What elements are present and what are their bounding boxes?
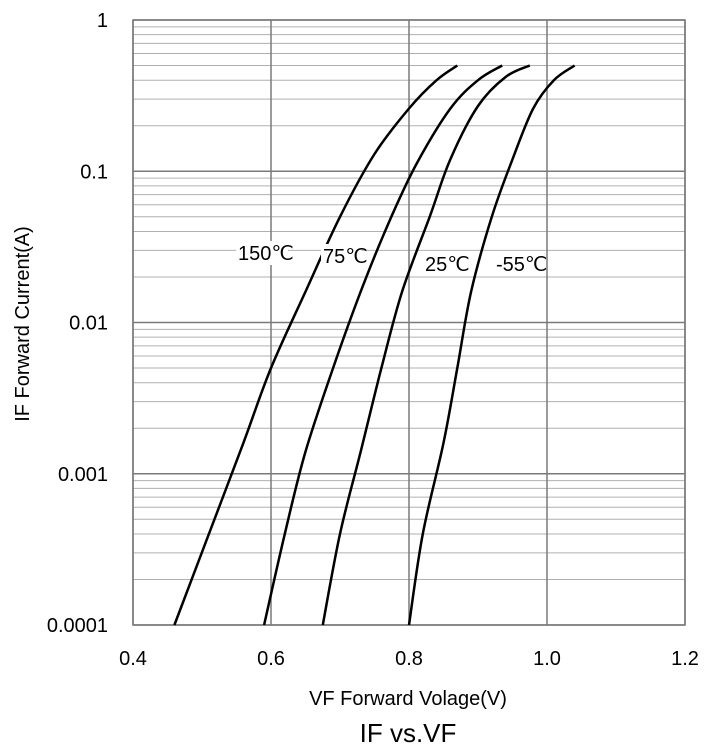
curve-label: 75℃: [323, 246, 368, 268]
y-tick-label: 0.001: [58, 464, 108, 486]
x-tick-label: 1.2: [671, 648, 699, 670]
curve-label: 25℃: [425, 254, 470, 276]
x-tick-labels: 0.4 0.6 0.8 1.0 1.2: [119, 648, 699, 670]
curve-label-background: [236, 241, 288, 265]
y-tick-label: 1: [97, 10, 108, 32]
curve-1: [262, 64, 503, 626]
curve-labels: 150℃ 75℃ 25℃ -55℃: [236, 241, 547, 276]
y-axis-title: IF Forward Current(A): [12, 226, 34, 422]
curve-0: [173, 64, 459, 626]
curves: [173, 64, 576, 626]
curve-label-background: [321, 244, 362, 268]
x-tick-label: 0.8: [395, 648, 423, 670]
curve-label-background: [494, 252, 546, 276]
curve-2: [321, 64, 531, 626]
curve-label: -55℃: [496, 254, 547, 276]
y-tick-label: 0.0001: [47, 615, 108, 637]
y-tick-label: 0.01: [69, 313, 108, 335]
curve-3: [407, 64, 576, 626]
y-tick-labels: 0.0001 0.001 0.01 0.1 1: [47, 10, 108, 637]
x-tick-label: 0.4: [119, 648, 147, 670]
x-tick-label: 1.0: [533, 648, 561, 670]
x-tick-label: 0.6: [257, 648, 285, 670]
curve-label-background: [423, 252, 464, 276]
curve-label: 150℃: [238, 243, 294, 265]
chart-title: IF vs.VF: [360, 718, 457, 748]
y-tick-label: 0.1: [80, 161, 108, 183]
x-axis-title: VF Forward Volage(V): [309, 688, 507, 710]
